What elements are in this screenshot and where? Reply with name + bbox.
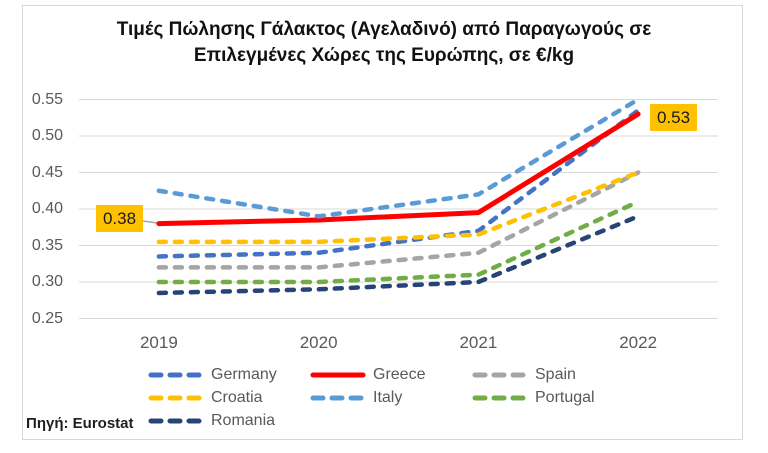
legend-swatch-portugal [472, 395, 528, 401]
legend-swatch-romania [148, 418, 204, 424]
series-line-croatia [156, 170, 641, 245]
y-tick-label: 0.35 [31, 236, 63, 254]
legend-item-romania: Romania [148, 412, 310, 430]
chart-title: Τιμές Πώλησης Γάλακτος (Αγελαδινό) από Π… [24, 17, 744, 69]
legend-label-croatia: Croatia [211, 389, 263, 406]
legend-item-portugal: Portugal [472, 389, 634, 407]
legend-item-greece: Greece [310, 366, 472, 384]
x-tick-label: 2020 [299, 333, 338, 352]
series-line-romania [156, 214, 641, 296]
y-tick-label: 0.55 [31, 90, 63, 108]
y-tick-label: 0.40 [31, 200, 63, 217]
series-line-germany [156, 108, 641, 259]
legend-swatch-croatia [148, 395, 204, 401]
x-tick-label: 2022 [619, 333, 658, 352]
y-tick-label: 0.25 [31, 309, 63, 327]
y-tick-label: 0.30 [31, 273, 63, 290]
data-label-greece-2019: 0.38 [96, 205, 143, 232]
annotation-leader-line [142, 220, 158, 224]
legend-label-romania: Romania [211, 412, 276, 429]
x-tick-label: 2019 [139, 333, 178, 352]
series-line-spain [156, 170, 641, 270]
legend-item-germany: Germany [148, 366, 310, 384]
legend-item-croatia: Croatia [148, 389, 310, 407]
series-line-italy [156, 97, 641, 219]
y-tick-label: 0.50 [31, 127, 63, 144]
legend-swatch-spain [472, 372, 528, 378]
x-tick-label: 2021 [459, 333, 498, 352]
legend-label-portugal: Portugal [535, 389, 595, 406]
y-tick-label: 0.45 [31, 163, 63, 181]
legend-swatch-italy [310, 395, 366, 401]
legend-swatch-germany [148, 372, 204, 378]
data-label-greece-2022: 0.53 [650, 104, 697, 131]
chart-title-line1: Τιμές Πώλησης Γάλακτος (Αγελαδινό) από Π… [116, 19, 652, 40]
series-line-portugal [156, 199, 641, 285]
legend-label-spain: Spain [535, 366, 576, 383]
chart-title-line2: Επιλεγμένες Χώρες της Ευρώπης, σε €/kg [193, 45, 575, 66]
legend-swatch-greece [310, 372, 366, 378]
legend-item-italy: Italy [310, 389, 472, 407]
legend-item-spain: Spain [472, 366, 634, 384]
legend: Germany Greece Spain Croatia Italy Portugal Ro… [148, 366, 634, 430]
legend-label-italy: Italy [373, 389, 403, 406]
series-line-greece [156, 111, 641, 227]
legend-label-greece: Greece [373, 366, 426, 383]
legend-label-germany: Germany [211, 366, 277, 383]
source-note: Πηγή: Eurostat [26, 415, 134, 432]
